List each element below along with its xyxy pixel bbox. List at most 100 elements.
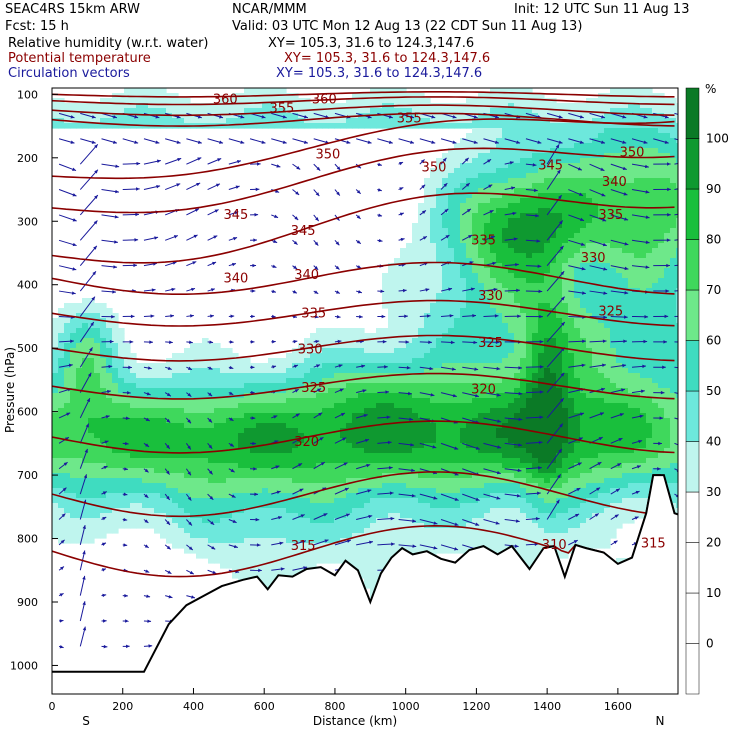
rh-cell [124, 458, 131, 464]
rh-cell [154, 448, 161, 454]
rh-cell [184, 373, 191, 379]
rh-cell [220, 108, 227, 114]
rh-cell [388, 123, 395, 129]
rh-cell [226, 473, 233, 479]
rh-cell [370, 368, 377, 374]
rh-cell [502, 143, 509, 149]
rh-cell [160, 533, 167, 539]
rh-cell [148, 478, 155, 484]
rh-cell [370, 533, 377, 539]
rh-cell [70, 428, 77, 434]
rh-cell [148, 433, 155, 439]
rh-cell [76, 378, 83, 384]
rh-cell [472, 198, 479, 204]
rh-cell [64, 523, 71, 529]
rh-cell [58, 473, 65, 479]
rh-cell [430, 238, 437, 244]
rh-cell [172, 403, 179, 409]
rh-cell [418, 423, 425, 429]
rh-cell [292, 358, 299, 364]
rh-cell [478, 308, 485, 314]
rh-cell [406, 243, 413, 249]
rh-cell [406, 528, 413, 534]
rh-cell [436, 488, 443, 494]
rh-cell [502, 283, 509, 289]
rh-cell [196, 538, 203, 544]
rh-cell [52, 468, 59, 474]
rh-cell [88, 328, 95, 334]
rh-cell [430, 423, 437, 429]
rh-cell [322, 348, 329, 354]
rh-cell [76, 118, 83, 124]
rh-cell [94, 408, 101, 414]
rh-cell [94, 333, 101, 339]
rh-cell [340, 493, 347, 499]
rh-cell [226, 468, 233, 474]
rh-cell [178, 433, 185, 439]
rh-cell [496, 278, 503, 284]
rh-cell [214, 553, 221, 559]
rh-cell [454, 278, 461, 284]
rh-cell [436, 263, 443, 269]
rh-cell [310, 413, 317, 419]
rh-cell [52, 523, 59, 529]
rh-cell [112, 458, 119, 464]
rh-cell [526, 228, 533, 234]
rh-cell [244, 448, 251, 454]
rh-cell [208, 538, 215, 544]
rh-cell [148, 98, 155, 104]
rh-cell [400, 278, 407, 284]
rh-cell [484, 503, 491, 509]
rh-cell [484, 368, 491, 374]
rh-cell [442, 318, 449, 324]
rh-cell [118, 113, 125, 119]
rh-cell [316, 458, 323, 464]
rh-cell [340, 498, 347, 504]
rh-cell [328, 483, 335, 489]
rh-cell [460, 423, 467, 429]
rh-cell [520, 213, 527, 219]
rh-cell [184, 118, 191, 124]
rh-cell [526, 308, 533, 314]
rh-cell [130, 478, 137, 484]
rh-cell [430, 373, 437, 379]
rh-cell [400, 523, 407, 529]
rh-cell [436, 538, 443, 544]
rh-cell [70, 318, 77, 324]
rh-cell [310, 458, 317, 464]
rh-cell [508, 243, 515, 249]
rh-cell [202, 368, 209, 374]
rh-cell [520, 438, 527, 444]
rh-cell [322, 448, 329, 454]
rh-cell [418, 453, 425, 459]
rh-cell [466, 243, 473, 249]
rh-cell [58, 463, 65, 469]
rh-cell [196, 523, 203, 529]
rh-cell [238, 103, 245, 109]
rh-cell [244, 543, 251, 549]
rh-cell [136, 398, 143, 404]
rh-cell [358, 418, 365, 424]
rh-cell [58, 408, 65, 414]
rh-cell [280, 568, 287, 574]
rh-cell [364, 533, 371, 539]
rh-cell [304, 443, 311, 449]
rh-cell [208, 353, 215, 359]
rh-cell [70, 453, 77, 459]
rh-cell [142, 373, 149, 379]
rh-cell [436, 413, 443, 419]
rh-cell [148, 418, 155, 424]
rh-cell [250, 548, 257, 554]
rh-cell [310, 528, 317, 534]
rh-cell [250, 118, 257, 124]
rh-cell [364, 558, 371, 564]
rh-cell [412, 108, 419, 114]
rh-cell [220, 503, 227, 509]
rh-cell [514, 403, 521, 409]
rh-cell [232, 363, 239, 369]
rh-cell [124, 433, 131, 439]
rh-cell [118, 353, 125, 359]
rh-cell [184, 448, 191, 454]
rh-cell [502, 273, 509, 279]
rh-cell [52, 118, 59, 124]
